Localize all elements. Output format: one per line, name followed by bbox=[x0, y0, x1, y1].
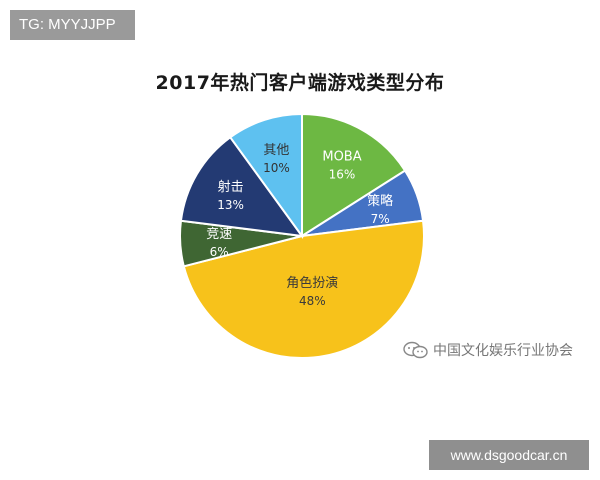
slice-value-5: 10% bbox=[263, 161, 290, 175]
pie-slice-4 bbox=[179, 135, 305, 238]
watermark-text: 中国文化娱乐行业协会 bbox=[433, 343, 573, 359]
pie-slice-2 bbox=[182, 219, 425, 359]
tag-label: TG: MYYJJPP bbox=[10, 10, 135, 40]
slice-value-4: 13% bbox=[217, 198, 244, 212]
slice-value-3: 6% bbox=[210, 245, 229, 259]
slice-label-4: 射击 bbox=[218, 179, 244, 195]
chart-title: 2017年热门客户端游戏类型分布 bbox=[155, 72, 445, 94]
pie-slice-5 bbox=[228, 112, 303, 240]
slice-value-1: 7% bbox=[371, 212, 390, 226]
slice-value-2: 48% bbox=[299, 294, 326, 308]
slice-label-0: MOBA bbox=[322, 149, 361, 164]
site-label: www.dsgoodcar.cn bbox=[429, 440, 589, 470]
slice-label-3: 竞速 bbox=[206, 226, 232, 242]
pie-slice-0 bbox=[301, 112, 407, 238]
slice-label-1: 策略 bbox=[367, 193, 393, 209]
wechat-icon bbox=[403, 341, 428, 359]
watermark: 中国文化娱乐行业协会 bbox=[403, 340, 573, 360]
slice-value-0: 16% bbox=[329, 167, 356, 181]
slice-label-5: 其他 bbox=[263, 143, 289, 158]
slice-label-2: 角色扮演 bbox=[286, 275, 338, 291]
